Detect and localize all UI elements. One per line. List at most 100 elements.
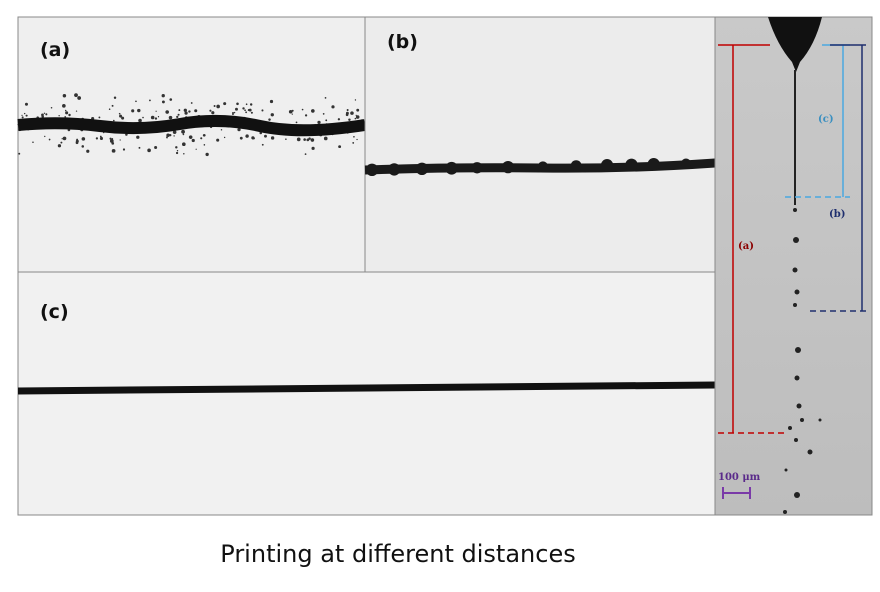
droplet xyxy=(182,133,185,136)
droplet xyxy=(239,136,243,140)
droplet xyxy=(168,115,173,120)
droplet xyxy=(74,93,78,98)
droplet xyxy=(323,136,328,141)
droplet xyxy=(355,115,360,119)
droplet xyxy=(41,115,44,118)
droplet xyxy=(194,109,198,113)
droplet xyxy=(346,109,349,112)
droplet xyxy=(172,130,177,134)
droplet xyxy=(175,151,179,155)
droplet xyxy=(236,102,239,106)
droplet xyxy=(311,109,315,113)
droplet xyxy=(250,111,253,114)
droplet xyxy=(788,426,792,430)
droplet xyxy=(245,135,247,138)
droplet xyxy=(793,237,799,243)
bracket-label: (a) xyxy=(738,241,754,252)
droplet xyxy=(118,112,121,115)
droplet xyxy=(356,138,358,141)
droplet xyxy=(131,109,135,113)
droplet xyxy=(288,109,293,114)
droplet xyxy=(570,160,582,172)
droplet xyxy=(21,114,23,117)
droplet xyxy=(269,99,274,104)
panel-label: (a) xyxy=(40,39,70,61)
bracket-a xyxy=(718,44,785,434)
droplet xyxy=(62,94,67,98)
droplet xyxy=(81,145,85,148)
droplet xyxy=(184,111,188,115)
droplet xyxy=(794,375,800,381)
droplet xyxy=(169,98,173,101)
droplet xyxy=(109,137,112,140)
droplet xyxy=(237,128,241,132)
droplets xyxy=(783,208,822,514)
droplet xyxy=(136,135,140,139)
droplet xyxy=(353,135,355,138)
droplet xyxy=(794,289,800,295)
droplet xyxy=(68,113,71,117)
droplet xyxy=(792,267,798,273)
droplet xyxy=(62,104,66,108)
droplet xyxy=(64,115,66,118)
droplet xyxy=(783,510,787,514)
droplet xyxy=(58,115,60,117)
droplet xyxy=(261,109,264,112)
droplet xyxy=(98,116,101,119)
droplet xyxy=(135,100,137,103)
droplet xyxy=(242,107,245,110)
droplet xyxy=(233,111,236,114)
droplet xyxy=(137,108,141,113)
droplet xyxy=(24,102,28,106)
droplet xyxy=(310,138,315,142)
droplet xyxy=(205,152,209,157)
printed-line xyxy=(17,381,716,395)
droplet xyxy=(311,146,315,150)
droplet xyxy=(356,108,360,112)
droplet xyxy=(304,114,308,117)
droplet xyxy=(60,141,63,144)
droplet xyxy=(111,104,114,107)
droplet xyxy=(154,117,158,120)
droplet xyxy=(183,108,187,112)
droplet xyxy=(501,160,515,174)
bracket-label: (c) xyxy=(818,114,834,125)
droplet xyxy=(249,103,253,106)
droplet xyxy=(247,109,250,112)
droplet xyxy=(154,145,158,149)
droplet xyxy=(295,121,298,124)
droplet xyxy=(138,146,141,149)
droplet xyxy=(818,418,822,422)
droplet xyxy=(415,162,429,176)
scale-bar xyxy=(722,487,751,499)
droplet xyxy=(354,117,357,120)
droplet xyxy=(99,136,103,141)
droplet xyxy=(264,134,267,138)
panel-frame xyxy=(17,16,366,273)
droplet xyxy=(195,148,197,150)
scale-bar-label: 100 μm xyxy=(718,472,761,483)
droplet xyxy=(44,135,46,138)
droplet xyxy=(23,112,26,115)
droplet xyxy=(119,114,123,118)
panel-a: (a) xyxy=(17,16,366,273)
caption: Printing at different distances xyxy=(220,540,575,568)
droplet xyxy=(324,96,327,99)
droplet xyxy=(182,142,186,147)
droplet xyxy=(625,158,638,171)
droplet xyxy=(268,118,271,121)
droplet xyxy=(304,153,307,155)
droplet xyxy=(202,133,206,137)
droplet xyxy=(220,129,223,131)
droplet xyxy=(150,115,155,120)
droplet xyxy=(793,208,797,212)
droplet xyxy=(308,137,311,140)
droplet xyxy=(25,114,28,117)
nozzle xyxy=(768,17,822,72)
droplet xyxy=(77,96,82,100)
droplet xyxy=(48,138,51,141)
droplet xyxy=(43,112,46,114)
droplet xyxy=(122,148,126,151)
droplet xyxy=(235,107,238,111)
